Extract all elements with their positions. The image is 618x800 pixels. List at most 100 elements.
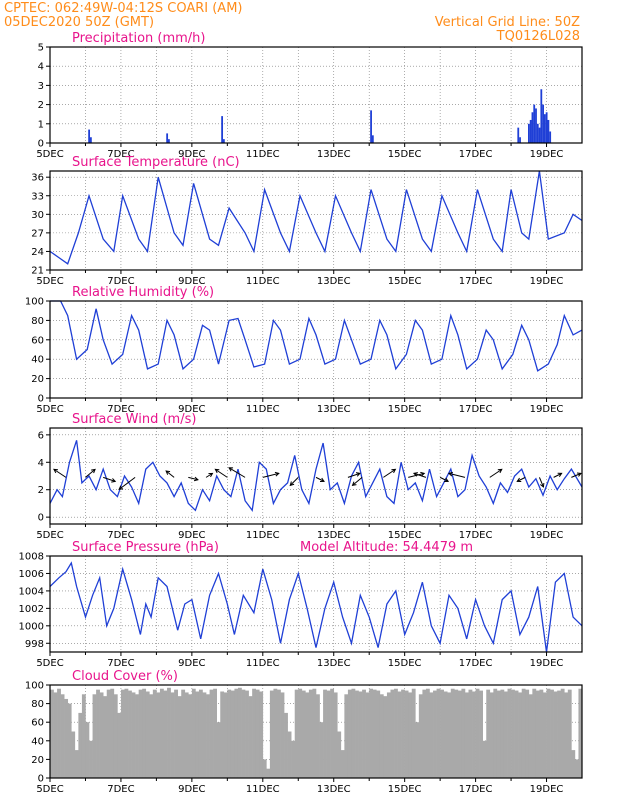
cloud-bar <box>472 691 476 778</box>
y-tick-label: 3 <box>38 81 44 92</box>
header-model-code: TQ0126L028 <box>496 29 580 44</box>
y-tick-label: 0 <box>38 394 44 405</box>
x-tick-label: 5DEC <box>36 658 63 669</box>
cloud-bar <box>560 688 565 778</box>
wind-arrow-shaft <box>448 472 466 478</box>
wind-arrow <box>489 468 503 478</box>
panel-precip: 0 1 2 3 4 5 5DEC 7DEC 9DEC 11DEC 13DEC 15DEC 17DEC 19… <box>36 31 583 160</box>
cloud-bar <box>174 689 178 778</box>
x-tick-label: 15DEC <box>388 276 422 287</box>
cloud-bar <box>347 689 352 778</box>
y-tick-label: 100 <box>25 681 44 692</box>
precip-bar <box>547 119 550 143</box>
wind-arrow <box>262 471 280 478</box>
cloud-bar <box>135 694 139 778</box>
cloud-bar <box>525 689 530 778</box>
cloud-bar <box>149 694 154 778</box>
x-tick-label: 17DEC <box>459 404 493 415</box>
cloud-bar <box>503 691 508 778</box>
cloud-bar <box>440 689 444 778</box>
cloud-bar <box>78 712 83 778</box>
cloud-bar <box>351 688 356 778</box>
x-tick-label: 11DEC <box>246 276 280 287</box>
cloud-bar <box>67 703 72 778</box>
y-tick-label: 1002 <box>19 604 44 615</box>
cloud-bar <box>284 712 288 778</box>
panel-frame <box>49 300 583 399</box>
precip-bar <box>545 112 548 143</box>
cloud-bar <box>535 690 540 778</box>
wind-arrow-head <box>193 476 199 482</box>
cloud-bar <box>64 698 69 778</box>
cloud-bar <box>245 690 249 778</box>
cloud-bar <box>532 688 537 778</box>
cloud-bar <box>550 689 554 778</box>
cloud-bar <box>230 690 235 778</box>
y-tick-label: 27 <box>31 228 44 239</box>
cloud-bar <box>358 691 363 778</box>
cloud-bar <box>202 692 207 778</box>
cloud-bar <box>113 694 118 778</box>
cloud-bar <box>103 696 108 778</box>
cloud-bar <box>493 688 498 778</box>
panel-pressure: 998 1000 1002 1004 1006 1008 5DEC 7DEC 9DEC 11DEC… <box>19 540 583 669</box>
wind-arrow-shaft <box>188 476 199 481</box>
panel-frame <box>49 555 583 653</box>
cloud-bar <box>128 690 132 778</box>
cloud-bar <box>266 768 271 778</box>
y-tick-label: 0 <box>38 774 44 785</box>
wind-arrow-head <box>53 468 58 474</box>
wind-arrow <box>439 476 450 483</box>
wind-arrow-shaft <box>352 476 363 486</box>
cloud-bar <box>145 691 150 778</box>
y-tick-label: 33 <box>31 191 44 202</box>
wind-arrow-shaft <box>517 476 526 482</box>
cloud-bar <box>234 688 239 778</box>
wind-arrow-head <box>274 471 280 477</box>
wind-arrow-shaft <box>571 472 582 478</box>
cloud-bar <box>546 688 551 778</box>
precip-bar <box>536 123 539 143</box>
y-tick-label: 60 <box>31 718 44 729</box>
y-tick-label: 998 <box>25 639 44 650</box>
precip-bar <box>533 104 536 143</box>
cloud-bar <box>468 689 473 778</box>
wind-arrow-shaft <box>118 476 136 490</box>
precip-bar <box>89 137 92 143</box>
cloud-bar <box>429 692 434 778</box>
x-tick-label: 9DEC <box>178 784 205 795</box>
cloud-bar <box>50 689 54 778</box>
wind-arrow-head <box>444 477 450 483</box>
panel-frame <box>49 427 583 525</box>
wind-arrow <box>347 472 361 478</box>
cloud-bar <box>181 689 186 778</box>
y-tick-label: 0 <box>38 139 44 150</box>
cloud-bar <box>92 694 97 778</box>
y-tick-label: 21 <box>31 266 44 277</box>
cloud-bar <box>273 688 278 778</box>
precip-bar <box>370 110 372 143</box>
y-tick-label: 80 <box>31 316 44 327</box>
cloud-bar <box>294 689 299 778</box>
cloud-bar <box>248 696 253 778</box>
header-grid-line: Vertical Grid Line: 50Z <box>435 15 580 30</box>
cloud-bar <box>514 690 519 778</box>
wind-arrow-head <box>165 470 171 475</box>
y-tick-label: 24 <box>31 247 44 258</box>
cloud-bar <box>305 692 310 778</box>
wind-arrow-shaft <box>383 468 396 478</box>
precip-bar <box>529 119 532 143</box>
cloud-bar <box>411 688 416 778</box>
panel-title-precip: Precipitation (mm/h) <box>72 31 205 46</box>
cloud-bar <box>163 690 168 778</box>
cloud-bar <box>301 690 306 778</box>
cloud-bar <box>255 689 260 778</box>
x-tick-label: 19DEC <box>530 149 564 160</box>
cloud-bar <box>89 740 93 778</box>
panel-cloud: 0 20 40 60 80 100 5DEC 7DEC 9DEC 11DEC 13DEC 15DEC 1… <box>25 669 583 795</box>
cloud-bar <box>425 688 430 778</box>
wind-arrow <box>53 468 67 478</box>
x-tick-label: 19DEC <box>530 404 564 415</box>
wind-arrow <box>553 472 563 478</box>
